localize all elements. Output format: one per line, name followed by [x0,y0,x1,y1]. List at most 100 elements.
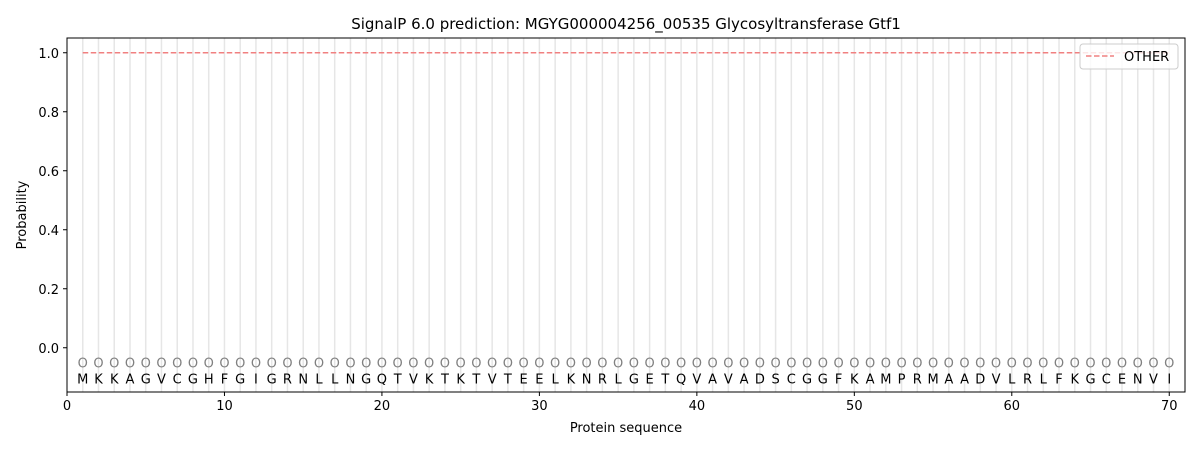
x-tick-label: 70 [1161,399,1178,414]
residue-label-marker: O [692,357,702,372]
residue-letter: I [254,373,258,388]
residue-letter: A [126,373,135,388]
residue-label-marker: O [786,357,796,372]
residue-letter: L [315,373,323,388]
residue-label-marker: O [282,357,292,372]
residue-letter: L [331,373,339,388]
residue-letter: H [204,373,214,388]
residue-letter: V [488,373,497,388]
residue-label-marker: O [582,357,592,372]
residue-letter: L [615,373,623,388]
residue-letter: M [77,373,88,388]
residue-label-marker: O [723,357,733,372]
residue-letter: C [1102,373,1111,388]
residue-letter: K [94,373,103,388]
residue-label-marker: O [1022,357,1032,372]
residue-label-marker: O [251,357,261,372]
residue-letter: G [818,373,828,388]
residue-letter: R [598,373,607,388]
residue-label-marker: O [361,357,371,372]
residue-label-marker: O [172,357,182,372]
residue-letter: A [944,373,953,388]
residue-label-marker: O [770,357,780,372]
residue-letter: A [708,373,717,388]
residue-letter: K [567,373,576,388]
residue-label-marker: O [156,357,166,372]
residue-label-marker: O [1164,357,1174,372]
residue-label-marker: O [881,357,891,372]
residue-letter: T [503,373,512,388]
residue-label-marker: O [707,357,717,372]
x-tick-label: 20 [374,399,391,414]
y-tick-label: 0.0 [38,342,59,357]
residue-gridlines [81,38,1171,392]
residue-label-marker: O [534,357,544,372]
residue-letter: F [835,373,842,388]
residue-label-marker: O [235,357,245,372]
y-tick-label: 0.2 [38,283,59,298]
residue-label-marker: O [471,357,481,372]
x-axis-label: Protein sequence [570,421,682,436]
residue-letter: E [646,373,654,388]
residue-letter: G [188,373,198,388]
residue-label-marker: O [503,357,513,372]
chart-title: SignalP 6.0 prediction: MGYG000004256_00… [351,15,901,34]
residue-label-marker: O [330,357,340,372]
residue-letter: K [850,373,859,388]
residue-label-marker: O [188,357,198,372]
residue-label-marker: O [314,357,324,372]
residue-letter: E [520,373,528,388]
residue-letter: S [771,373,779,388]
residue-letter: A [960,373,969,388]
residue-letter: M [880,373,891,388]
residue-label-marker: O [991,357,1001,372]
residue-label-marker: O [928,357,938,372]
residue-label-marker: O [739,357,749,372]
residue-letter: D [755,373,765,388]
residue-letter: F [221,373,228,388]
x-axis-ticks: 0 10 20 30 40 50 60 70 [63,392,1178,414]
residue-label-marker: O [424,357,434,372]
residue-label-marker: O [393,357,403,372]
residue-label-marker: O [440,357,450,372]
residue-letter: K [110,373,119,388]
residue-letter: G [141,373,151,388]
residue-label-marker: O [1085,357,1095,372]
residue-label-marker: O [676,357,686,372]
residue-label-marker: O [519,357,529,372]
residue-letter: T [440,373,449,388]
residue-letter: K [425,373,434,388]
x-tick-label: 60 [1004,399,1021,414]
residue-letter: I [1167,373,1171,388]
residue-label-marker: O [597,357,607,372]
residue-label-marker: O [487,357,497,372]
legend-label-other: OTHER [1124,50,1169,65]
residue-label-marker: O [204,357,214,372]
y-axis-ticks: 0.0 0.2 0.4 0.6 0.8 1.0 [38,47,67,357]
residue-letter: K [456,373,465,388]
legend-box [1079,43,1179,70]
residue-letter: T [660,373,669,388]
residue-letter: V [724,373,733,388]
y-tick-label: 1.0 [38,47,59,62]
x-tick-label: 10 [216,399,233,414]
residue-letter: V [1149,373,1158,388]
residue-letter: C [173,373,182,388]
residue-letter: L [552,373,560,388]
residue-label-marker: O [755,357,765,372]
residue-letter: V [157,373,166,388]
y-tick-label: 0.8 [38,106,59,121]
residue-label-marker: O [645,357,655,372]
residue-letter: R [283,373,292,388]
residue-label-marker: O [975,357,985,372]
residue-label-marker: O [1054,357,1064,372]
residue-label-marker: O [629,357,639,372]
residue-label-marker: O [1148,357,1158,372]
residue-letter: F [1055,373,1062,388]
residue-label-marker: O [566,357,576,372]
residue-letter: C [787,373,796,388]
residue-letter: T [471,373,480,388]
residue-label-marker: O [408,357,418,372]
